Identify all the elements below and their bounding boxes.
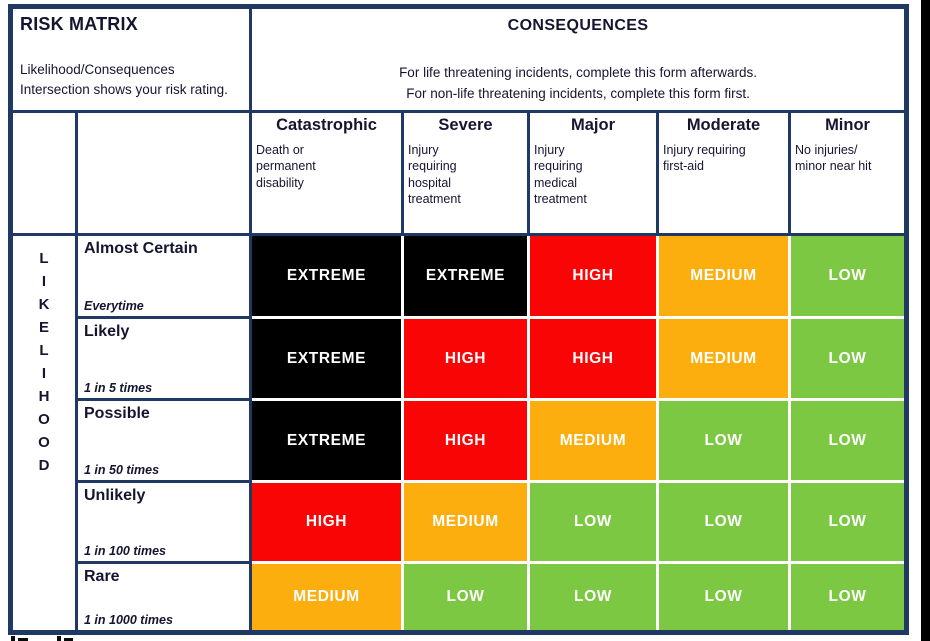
risk-cell-likely-moderate: MEDIUM [656,316,791,401]
scan-edge-strip [921,0,930,641]
risk-matrix-header-cell: RISK MATRIX Likelihood/Consequences Inte… [9,5,252,113]
consequences-instruction-line-1: For life threatening incidents, complete… [399,65,757,81]
likelihood-axis-letter: I [41,273,47,290]
risk-cell-unlikely-moderate: LOW [656,480,791,564]
column-header-severe: Severe Injury requiring hospital treatme… [401,110,530,236]
risk-cell-possible-minor: LOW [787,398,909,483]
spacer-cell [9,110,78,236]
column-name: Minor [825,116,870,134]
risk-cell-almost-certain-major: HIGH [527,233,659,319]
column-name: Severe [438,116,493,134]
risk-cell-rare-severe: LOW [401,561,530,634]
consequences-header-cell: CONSEQUENCES For life threatening incide… [248,5,909,113]
risk-cell-possible-severe: HIGH [401,398,530,483]
row-header-possible: Possible 1 in 50 times [75,398,252,483]
row-header-unlikely: Unlikely 1 in 100 times [75,480,252,564]
risk-cell-almost-certain-moderate: MEDIUM [656,233,791,319]
risk-cell-likely-catastrophic: EXTREME [249,316,404,401]
risk-cell-almost-certain-severe: EXTREME [401,233,530,319]
scan-artifact [11,636,15,641]
consequences-instructions: For life threatening incidents, complete… [254,63,904,105]
column-name: Catastrophic [276,116,377,134]
risk-cell-rare-moderate: LOW [656,561,791,634]
risk-cell-possible-major: MEDIUM [527,398,659,483]
row-name: Unlikely [84,487,146,504]
scan-artifact [64,638,73,641]
spacer-cell [75,110,252,236]
page-title: RISK MATRIX [20,14,138,34]
risk-cell-rare-major: LOW [527,561,659,634]
likelihood-axis-letter: K [38,296,50,313]
risk-matrix-table: RISK MATRIX Likelihood/Consequences Inte… [8,4,910,635]
page-subtitle: Likelihood/Consequences Intersection sho… [20,62,228,98]
row-frequency: Everytime [84,299,144,313]
column-name: Major [570,116,615,134]
row-name: Likely [84,323,130,340]
risk-cell-likely-major: HIGH [527,316,659,401]
risk-cell-almost-certain-catastrophic: EXTREME [249,233,404,319]
column-description: Injury requiring first-aid [663,143,746,174]
column-description: No injuries/ minor near hit [795,143,872,174]
row-name: Rare [84,568,120,585]
row-frequency: 1 in 50 times [84,463,160,477]
consequences-title: CONSEQUENCES [507,17,649,34]
scan-artifact [57,636,61,641]
row-header-likely: Likely 1 in 5 times [75,316,252,401]
risk-cell-likely-severe: HIGH [401,316,530,401]
likelihood-axis-letter: D [38,457,50,474]
risk-cell-almost-certain-minor: LOW [787,233,909,319]
likelihood-axis-letter: L [39,250,49,267]
risk-cell-unlikely-severe: MEDIUM [401,480,530,564]
column-description: Injury requiring hospital treatment [408,143,461,206]
column-description: Death or permanent disability [256,143,316,190]
row-header-almost-certain: Almost Certain Everytime [75,233,252,319]
row-frequency: 1 in 1000 times [84,613,173,627]
risk-cell-rare-catastrophic: MEDIUM [249,561,404,634]
consequences-instruction-line-2: For non-life threatening incidents, comp… [406,86,750,102]
column-header-catastrophic: Catastrophic Death or permanent disabili… [249,110,404,236]
row-frequency: 1 in 100 times [84,544,166,558]
scan-artifact [18,638,28,641]
risk-cell-unlikely-minor: LOW [787,480,909,564]
row-name: Possible [84,405,150,422]
likelihood-axis-letter: E [38,319,49,336]
column-name: Moderate [686,116,761,134]
column-header-minor: Minor No injuries/ minor near hit [787,110,909,236]
likelihood-axis-letter: L [39,342,49,359]
risk-cell-possible-catastrophic: EXTREME [249,398,404,483]
likelihood-axis-letter: O [38,411,50,428]
column-header-moderate: Moderate Injury requiring first-aid [656,110,791,236]
row-name: Almost Certain [84,240,198,257]
risk-cell-unlikely-catastrophic: HIGH [249,480,404,564]
risk-cell-rare-minor: LOW [787,561,909,634]
column-header-major: Major Injury requiring medical treatment [527,110,659,236]
row-frequency: 1 in 5 times [84,381,153,395]
risk-cell-likely-minor: LOW [787,316,909,401]
column-description: Injury requiring medical treatment [534,143,587,206]
row-header-rare: Rare 1 in 1000 times [75,561,252,634]
likelihood-axis-letter: O [38,434,50,451]
risk-cell-possible-moderate: LOW [656,398,791,483]
likelihood-axis-letter: H [38,388,50,405]
risk-cell-unlikely-major: LOW [527,480,659,564]
likelihood-axis-letter: I [41,365,47,382]
